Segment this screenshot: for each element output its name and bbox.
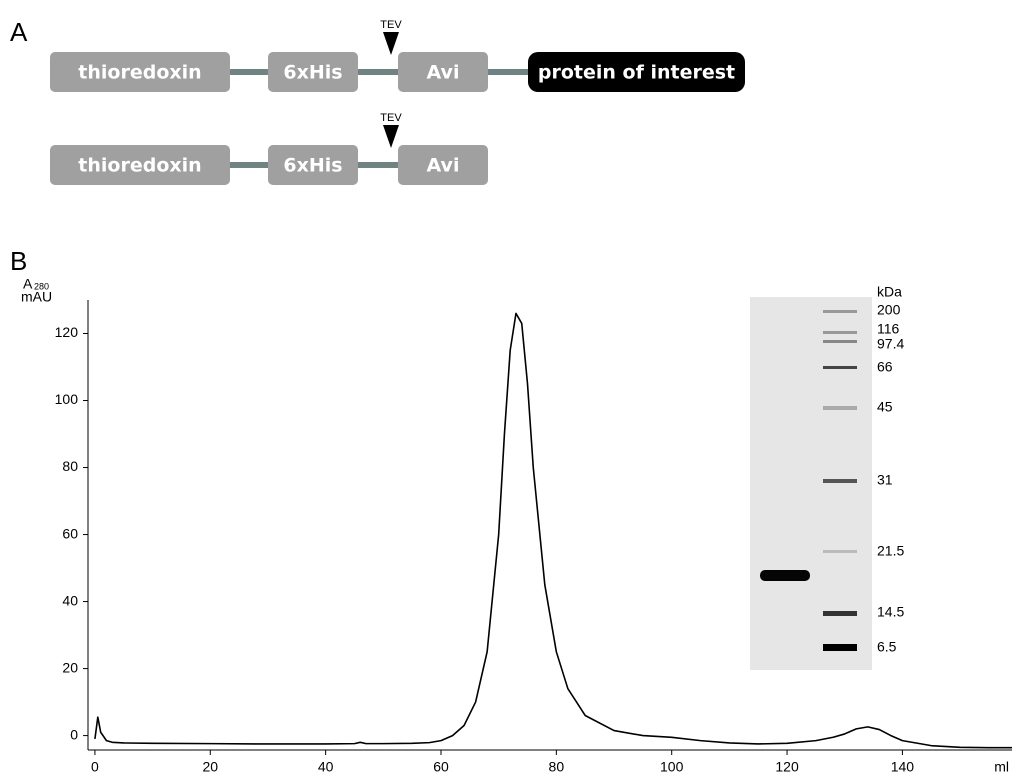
domain-label: protein of interest — [538, 62, 735, 84]
x-tick-label: 100 — [660, 759, 684, 775]
y-tick-label: 100 — [55, 391, 79, 407]
y-tick-label: 20 — [62, 659, 78, 675]
marker-label: 200 — [877, 302, 901, 318]
x-tick-label: 140 — [891, 759, 915, 775]
marker-label: 66 — [877, 359, 893, 375]
figure: A B thioredoxin 6xHis Avi protein of intere… — [0, 0, 1017, 779]
domain-label: Avi — [427, 155, 460, 177]
domain-label: 6xHis — [283, 62, 342, 84]
y-tick-label: 40 — [62, 592, 78, 608]
domain-label: thioredoxin — [78, 155, 201, 177]
y-tick-label: 0 — [70, 726, 78, 742]
x-tick-label: 20 — [202, 759, 218, 775]
x-tick-label: 120 — [775, 759, 799, 775]
y-tick-label: 120 — [55, 324, 79, 340]
marker-label: 31 — [877, 472, 893, 488]
x-tick-label: 80 — [549, 759, 565, 775]
panel-label: B — [10, 246, 27, 276]
gel-band — [760, 570, 810, 581]
marker-label: 45 — [877, 399, 893, 415]
cleavage-arrow — [383, 125, 399, 148]
x-tick-label: 60 — [433, 759, 449, 775]
domain-label: 6xHis — [283, 155, 342, 177]
panel-label: A — [10, 17, 28, 47]
cleavage-label: TEV — [380, 112, 402, 124]
cleavage-label: TEV — [380, 19, 402, 31]
domain-label: thioredoxin — [78, 62, 201, 84]
y-tick-label: 80 — [62, 458, 78, 474]
domain-label: Avi — [427, 62, 460, 84]
inset-unit: kDa — [877, 284, 902, 300]
marker-label: 97.4 — [877, 336, 904, 352]
marker-label: 21.5 — [877, 543, 904, 559]
x-axis-label: ml — [994, 759, 1009, 775]
y-tick-label: 60 — [62, 525, 78, 541]
x-tick-label: 40 — [318, 759, 334, 775]
x-tick-label: 0 — [91, 759, 99, 775]
marker-label: 14.5 — [877, 604, 904, 620]
marker-label: 6.5 — [877, 639, 897, 655]
y-axis-unit: mAU — [21, 289, 52, 305]
trace — [95, 313, 1012, 747]
marker-label: 116 — [877, 321, 900, 337]
cleavage-arrow — [383, 32, 399, 55]
